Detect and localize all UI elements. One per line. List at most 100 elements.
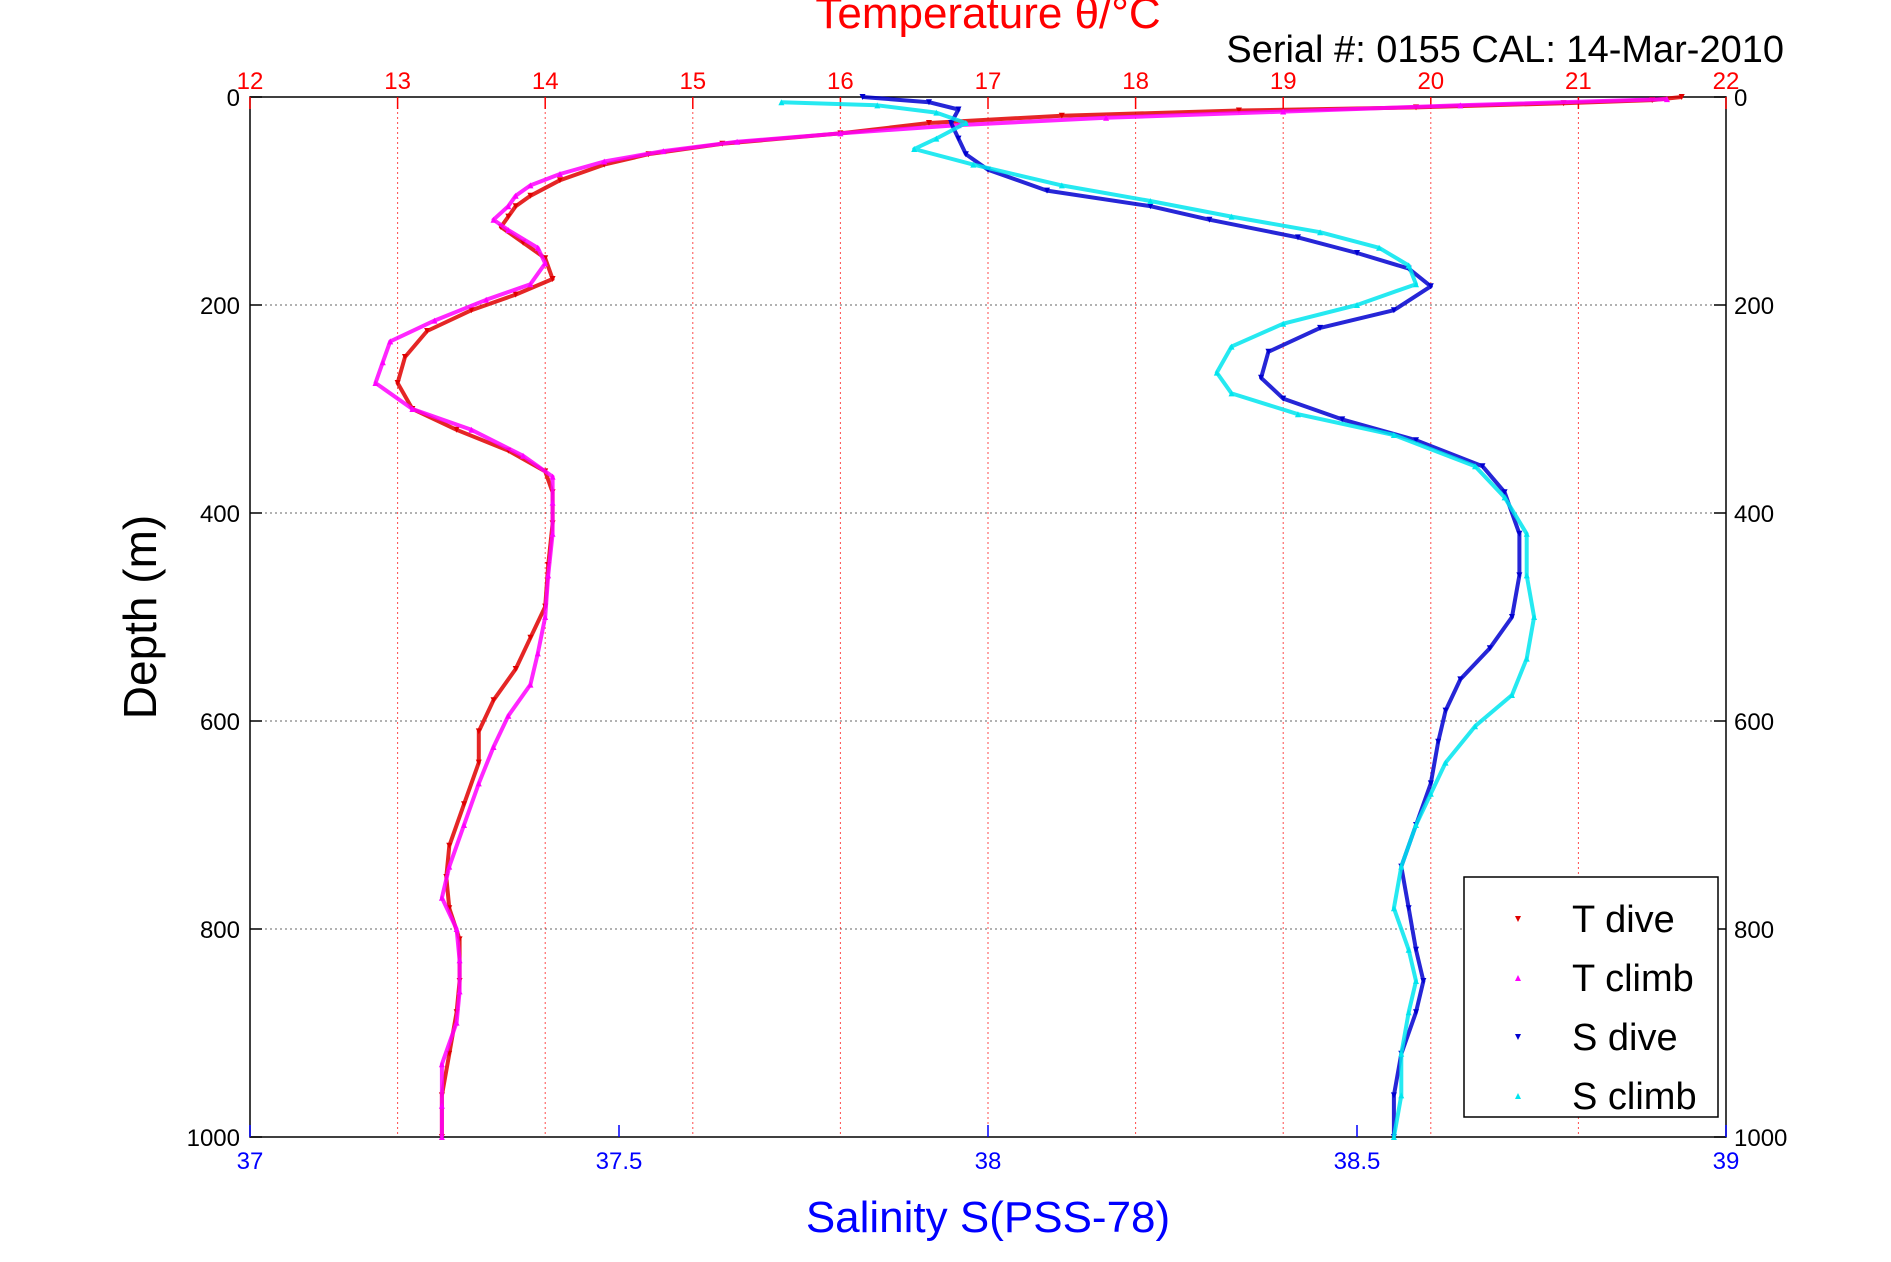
data-point <box>1390 905 1397 912</box>
data-point <box>734 138 741 145</box>
data-point <box>453 926 460 932</box>
data-point <box>401 354 408 360</box>
x-top-tick-label: 22 <box>1713 68 1740 95</box>
data-point <box>1228 213 1235 220</box>
data-point <box>1531 614 1538 620</box>
data-point <box>1398 863 1405 870</box>
data-point <box>1228 390 1235 397</box>
data-point <box>1398 1050 1405 1057</box>
legend: T dive T climb S dive S climb <box>1463 876 1719 1118</box>
data-point <box>431 317 438 324</box>
legend-box <box>1463 876 1719 1118</box>
y-tick-label-right: 1000 <box>1734 1125 1787 1152</box>
data-point <box>512 291 519 298</box>
data-point <box>1516 572 1523 579</box>
x-top-tick-label: 14 <box>532 68 559 95</box>
data-point <box>438 1102 445 1109</box>
data-point <box>1317 229 1324 236</box>
data-point <box>549 473 556 480</box>
y-tick-label-right: 0 <box>1734 85 1747 112</box>
data-point <box>1294 411 1301 418</box>
data-point <box>438 1134 445 1140</box>
y-tick-label-right: 600 <box>1734 709 1774 736</box>
data-point <box>962 151 969 158</box>
x-axis-label-bottom: Salinity S(PSS-78) <box>806 1193 1170 1242</box>
x-top-tick-label: 18 <box>1122 68 1149 95</box>
y-tick-label-right: 800 <box>1734 917 1774 944</box>
data-point <box>1479 463 1486 470</box>
data-point <box>1280 320 1287 327</box>
data-point <box>475 759 482 766</box>
data-point <box>1398 1092 1405 1099</box>
data-point <box>461 801 468 808</box>
data-point <box>1427 790 1434 797</box>
data-point <box>1354 302 1360 308</box>
data-point <box>925 120 932 126</box>
data-point <box>394 380 401 386</box>
data-point <box>456 957 463 964</box>
data-point <box>372 380 379 386</box>
data-point <box>512 192 519 199</box>
data-point <box>1523 655 1530 662</box>
data-point <box>1523 530 1530 537</box>
data-point <box>1390 1092 1397 1099</box>
data-point <box>456 988 463 995</box>
data-point <box>948 120 955 126</box>
data-point <box>1457 676 1464 683</box>
data-point <box>1044 187 1051 194</box>
data-point <box>490 744 497 750</box>
x-bottom-tick-label: 37 <box>237 1148 264 1175</box>
data-point <box>468 307 475 314</box>
data-point <box>778 99 785 106</box>
data-point <box>545 572 552 579</box>
x-bottom-tick-label: 37.5 <box>596 1148 643 1175</box>
data-point <box>1508 692 1515 698</box>
data-point <box>925 99 932 106</box>
data-point <box>512 203 519 210</box>
y-tick-label-right: 200 <box>1734 293 1774 320</box>
data-point <box>1413 946 1420 953</box>
data-point <box>549 530 556 537</box>
data-point <box>955 135 962 142</box>
data-point <box>1265 348 1272 355</box>
data-point <box>1147 203 1154 210</box>
data-point <box>475 780 482 787</box>
legend-label: T dive <box>1572 899 1675 941</box>
data-point <box>1435 738 1442 745</box>
data-point <box>1413 822 1420 828</box>
data-point <box>1280 395 1287 402</box>
data-point <box>512 666 519 672</box>
y-tick-label-left: 0 <box>227 85 240 112</box>
x-bottom-tick-label: 38 <box>975 1148 1002 1175</box>
data-point <box>453 426 460 433</box>
data-point <box>424 328 431 334</box>
data-point <box>1472 463 1479 470</box>
data-point <box>1294 234 1301 241</box>
data-point <box>505 203 512 210</box>
x-top-tick-label: 20 <box>1417 68 1444 95</box>
data-point <box>955 106 962 113</box>
data-point <box>1058 182 1065 189</box>
data-point <box>453 1019 460 1026</box>
data-point <box>475 728 482 735</box>
data-point <box>527 182 534 189</box>
data-point <box>837 130 844 137</box>
data-point <box>438 894 445 901</box>
data-point <box>1390 307 1397 314</box>
chart-subtitle: Serial #: 0155 CAL: 14-Mar-2010 <box>1226 29 1784 71</box>
y-axis-label: Depth (m) <box>114 515 166 719</box>
data-point <box>1427 780 1434 787</box>
legend-label: S climb <box>1572 1076 1697 1118</box>
data-point <box>542 614 549 620</box>
legend-label: T climb <box>1572 958 1694 1000</box>
data-point <box>542 260 549 267</box>
data-point <box>1442 759 1449 766</box>
x-bottom-tick-label: 38.5 <box>1334 1148 1381 1175</box>
data-point <box>527 634 534 641</box>
data-point <box>933 109 940 116</box>
data-point <box>1501 494 1508 501</box>
data-point <box>601 158 608 165</box>
data-point <box>1317 324 1324 331</box>
data-point <box>1457 102 1464 109</box>
legend-marker <box>1515 975 1521 981</box>
